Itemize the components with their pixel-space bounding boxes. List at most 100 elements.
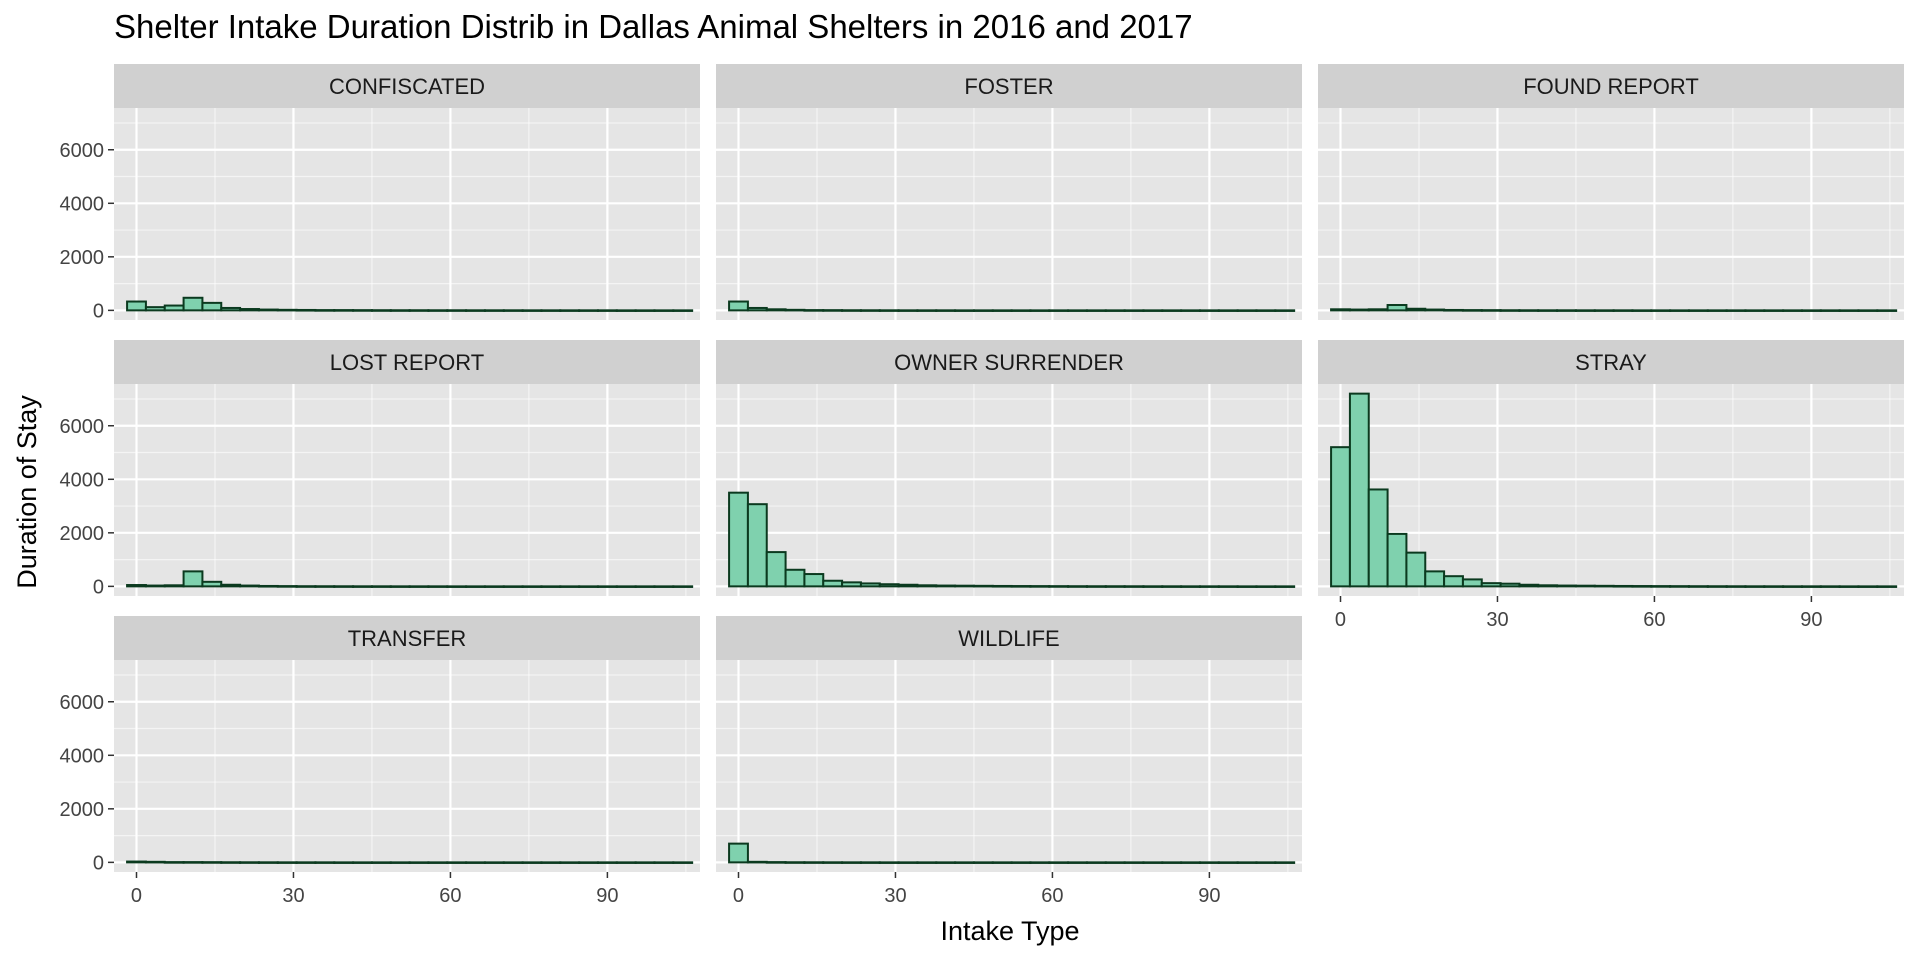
histogram-bar [1424,570,1446,588]
y-tick-label: 2000 [60,523,105,545]
x-tick-label: 30 [282,885,304,907]
histogram-bar [1067,861,1088,864]
histogram-bar [765,551,787,588]
histogram-bar [991,861,1013,864]
histogram-bar [483,861,505,864]
facet-panel-wildlife: WILDLIFE 0 30 60 90 [716,616,1302,907]
histogram-bar [578,309,599,312]
histogram-bar [333,309,355,312]
y-tick-label: 4000 [60,469,105,491]
histogram-bar [1574,584,1596,588]
facet-strip [114,340,700,384]
facet-panel-found-report: FOUND REPORT [1318,64,1904,320]
histogram-bar [1367,308,1389,312]
histogram-bar [916,309,938,312]
histogram-bar [803,573,825,588]
histogram-bar [1180,585,1201,588]
x-tick-label: 90 [1800,609,1822,631]
histogram-bar [1104,861,1126,864]
facet-strip-label: FOUND REPORT [1523,74,1699,99]
histogram-bar [991,584,1013,588]
histogram-bar [1518,309,1540,312]
histogram-bar [559,861,581,864]
histogram-bar [784,308,806,312]
histogram-bar [1405,307,1427,312]
histogram-bar [935,861,957,864]
y-tick-label: 0 [93,852,104,874]
histogram-bar [1650,585,1672,588]
histogram-bar [1067,585,1088,588]
facet-panel-owner-surrender: OWNER SURRENDER [716,340,1302,596]
histogram-bar [1348,392,1370,588]
facet-strip-label: CONFISCATED [329,74,485,99]
histogram-bar [1255,861,1277,864]
histogram-bar [784,861,806,864]
histogram-bar [1010,585,1032,588]
histogram-bar [1274,585,1296,588]
histogram-bar [126,584,147,588]
histogram-bar [1142,861,1164,864]
histogram-bar [295,308,317,312]
histogram-bar [1744,585,1766,588]
histogram-bar [916,584,938,588]
histogram-bar [352,585,373,588]
histogram-bar [1029,861,1051,864]
y-tick-label: 6000 [60,692,105,714]
histogram-bar [746,306,768,312]
histogram-bar [859,861,881,864]
histogram-bar [352,309,373,312]
histogram-bar [220,583,242,588]
x-tick-label: 0 [733,885,744,907]
histogram-bar [295,861,317,864]
histogram-bar [1217,585,1239,588]
histogram-bar [408,861,430,864]
histogram-bar [239,861,260,864]
histogram-bar [483,585,505,588]
histogram-bar [1010,309,1032,312]
histogram-bar [1800,585,1822,588]
histogram-bar [1876,309,1898,312]
histogram-bar [182,861,204,864]
histogram-bar [596,585,618,588]
histogram-bar [1556,584,1577,588]
histogram-bar [389,309,411,312]
histogram-bar [1255,585,1277,588]
histogram-bar [1405,551,1427,588]
histogram-bar [1104,585,1126,588]
histogram-bar [878,861,900,864]
panel-background [1318,108,1904,320]
histogram-bar [596,861,618,864]
x-tick-label: 90 [1198,885,1220,907]
histogram-bar [1480,582,1502,588]
histogram-bar [446,309,468,312]
histogram-bar [897,583,919,588]
histogram-bar [1104,309,1126,312]
histogram-bar [559,585,581,588]
histogram-bar [1386,532,1408,588]
histogram-bar [483,309,505,312]
histogram-bar [1217,861,1239,864]
histogram-bar [596,309,618,312]
histogram-bar [163,861,185,864]
histogram-bar [653,309,675,312]
histogram-bar [634,861,656,864]
panel-background [716,384,1302,596]
histogram-bar [841,861,862,864]
panel-background [114,384,700,596]
histogram-bar [370,309,392,312]
x-tick-label: 60 [439,885,461,907]
histogram-bar [653,861,675,864]
histogram-bar [427,309,449,312]
histogram-bar [784,568,806,588]
histogram-bar [746,503,768,588]
histogram-bar [144,306,166,312]
histogram-bar [1123,585,1145,588]
histogram-bar [540,585,562,588]
histogram-bar [822,861,844,864]
histogram-bar [728,491,749,588]
histogram-bar [1010,861,1032,864]
histogram-bar [1706,585,1728,588]
histogram-bar [427,585,449,588]
y-tick-label: 4000 [60,193,105,215]
